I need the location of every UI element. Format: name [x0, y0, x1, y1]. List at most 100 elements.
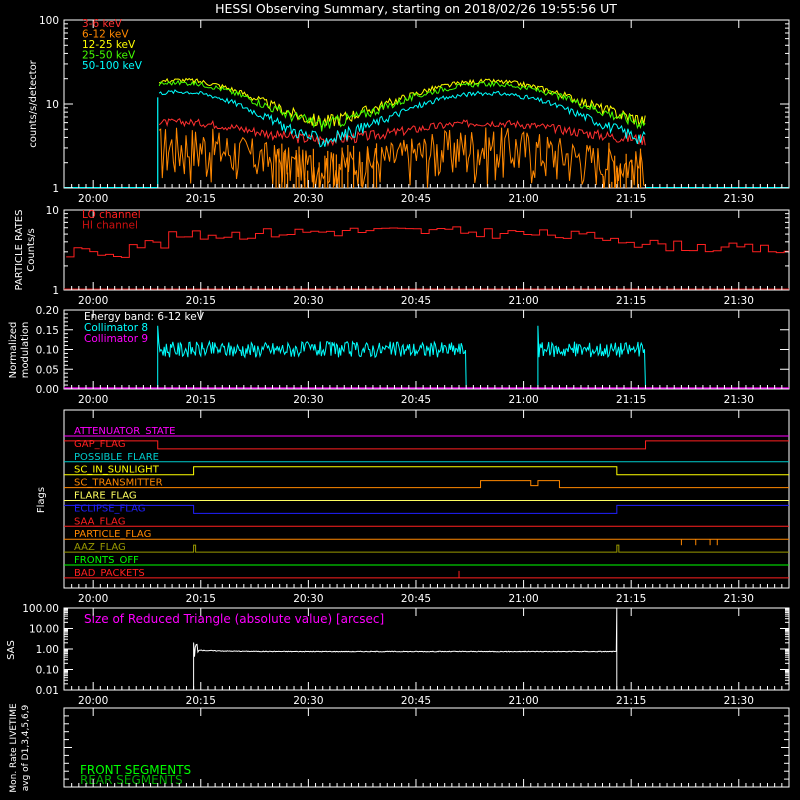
y-tick-label: 0.01	[36, 685, 59, 697]
flag-label: GAP_FLAG	[74, 439, 126, 450]
x-tick-label: 21:30	[724, 394, 754, 406]
x-tick-label: 21:30	[724, 593, 754, 605]
counts-legend-item: 50-100 keV	[82, 60, 143, 72]
x-tick-label: 20:30	[293, 695, 323, 707]
flag-label: SAA_FLAG	[74, 516, 125, 527]
x-tick-label: 20:00	[78, 193, 108, 205]
particle-panel-frame	[63, 209, 790, 291]
livetime-ylabel-line2: avg of D1,3,4,5,6,9	[21, 704, 31, 791]
counts-legend-item: 25-50 keV	[82, 50, 136, 62]
livetime-ylabel-line1: Mon. Rate LIVETIME	[9, 703, 19, 793]
x-tick-label: 21:30	[724, 193, 754, 205]
x-tick-label: 21:15	[616, 695, 646, 707]
x-tick-label: 20:45	[401, 193, 431, 205]
flags-panel-frame	[63, 409, 790, 589]
counts-series-band_50_100	[158, 89, 646, 148]
y-tick-label: 0.15	[36, 325, 59, 337]
x-tick-label: 21:15	[616, 193, 646, 205]
y-tick-label: 10.00	[29, 624, 59, 636]
x-tick-label: 21:15	[616, 394, 646, 406]
y-tick-label: 0.05	[36, 364, 59, 376]
y-tick-label: 10	[46, 205, 59, 217]
flag-label: BAD_PACKETS	[74, 568, 145, 579]
x-tick-label: 20:30	[293, 593, 323, 605]
flags-group: ATTENUATOR_STATE GAP_FLAG POSSIBLE_FLARE SC…	[64, 426, 789, 579]
flag-label: ATTENUATOR_STATE	[74, 426, 175, 437]
flag-label: ECLIPSE_FLAG	[74, 503, 145, 514]
modulation-ylabel-line2: modulation	[20, 322, 31, 379]
x-tick-label: 20:45	[401, 394, 431, 406]
x-tick-label: 21:15	[616, 295, 646, 307]
modulation-legend-item: Collimator 8	[84, 322, 148, 334]
flag-label: PARTICLE_FLAG	[74, 529, 151, 540]
particle-legend-item: HI channel	[82, 220, 138, 232]
x-tick-label: 21:00	[508, 593, 538, 605]
y-tick-label: 100	[39, 15, 59, 27]
x-tick-label: 21:00	[508, 193, 538, 205]
modulation-series-group	[64, 325, 789, 390]
y-tick-label: 0.10	[36, 345, 59, 357]
flag-line	[64, 466, 789, 476]
flag-line	[64, 480, 789, 489]
counts-series-group	[64, 77, 789, 188]
axes-group: 20:00 20:15 20:30 20:45 21:00 21:15 21:30 20:00…	[22, 15, 789, 788]
x-tick-label: 21:30	[724, 295, 754, 307]
counts-series-band_3_6	[158, 118, 646, 147]
sas-series-line	[193, 607, 618, 690]
x-tick-label: 20:00	[78, 394, 108, 406]
x-tick-label: 20:30	[293, 295, 323, 307]
particle-series-group	[64, 226, 789, 290]
y-tick-label: 100.00	[22, 603, 59, 615]
particle-lo-series	[66, 226, 789, 258]
sas-ylabel: SAS	[6, 640, 17, 660]
flag-label: SC_TRANSMITTER	[74, 478, 163, 489]
x-tick-label: 20:45	[401, 593, 431, 605]
x-tick-label: 20:30	[293, 193, 323, 205]
particle-ylabel-line1: PARTICLE RATES	[14, 210, 25, 291]
x-tick-label: 21:30	[724, 695, 754, 707]
counts-legend-item: 6-12 keV	[82, 29, 129, 41]
particle-ylabel-line2: Counts/s	[26, 228, 37, 272]
modulation-ylabel-line1: Normalized	[8, 322, 19, 379]
livetime-legend-rear: REAR SEGMENTS	[80, 773, 183, 787]
x-tick-label: 20:15	[186, 295, 216, 307]
x-tick-label: 20:15	[186, 394, 216, 406]
flag-line	[64, 440, 789, 450]
x-tick-label: 21:00	[508, 695, 538, 707]
x-tick-label: 20:00	[78, 295, 108, 307]
y-tick-label: 1.00	[36, 644, 59, 656]
particle-legend-item: LO channel	[82, 209, 141, 221]
flag-label: SC_IN_SUNLIGHT	[74, 465, 160, 476]
flag-label: FLARE_FLAG	[74, 491, 137, 502]
collimator-8-series	[537, 325, 646, 390]
x-tick-label: 20:15	[186, 593, 216, 605]
flags-ylabel: Flags	[36, 487, 47, 513]
x-tick-label: 20:30	[293, 394, 323, 406]
counts-series-band_6_12	[158, 127, 646, 188]
collimator-8-series	[157, 325, 467, 390]
x-tick-label: 20:45	[401, 295, 431, 307]
flag-label: POSSIBLE_FLARE	[74, 452, 159, 463]
modulation-legend-item: Energy band: 6-12 keV	[84, 311, 205, 323]
chart-title: HESSI Observing Summary, starting on 201…	[215, 1, 617, 16]
x-tick-label: 20:45	[401, 695, 431, 707]
y-tick-label: 1	[52, 183, 59, 195]
x-tick-label: 21:00	[508, 295, 538, 307]
y-tick-label: 0.20	[36, 305, 59, 317]
flag-line	[64, 504, 789, 514]
modulation-legend-item: Collimator 9	[84, 333, 148, 345]
x-tick-label: 20:00	[78, 593, 108, 605]
x-tick-label: 21:00	[508, 394, 538, 406]
y-tick-label: 0.00	[36, 384, 59, 396]
x-tick-label: 20:15	[186, 695, 216, 707]
counts-series-band_25_50	[158, 79, 646, 132]
y-tick-label: 10	[46, 99, 59, 111]
x-tick-label: 20:15	[186, 193, 216, 205]
counts-legend-item: 12-25 keV	[82, 39, 136, 51]
y-tick-label: 0.10	[36, 665, 59, 677]
sas-legend: Size of Reduced Triangle (absolute value…	[84, 612, 384, 626]
x-tick-label: 20:00	[78, 695, 108, 707]
sas-series-group	[193, 607, 618, 690]
